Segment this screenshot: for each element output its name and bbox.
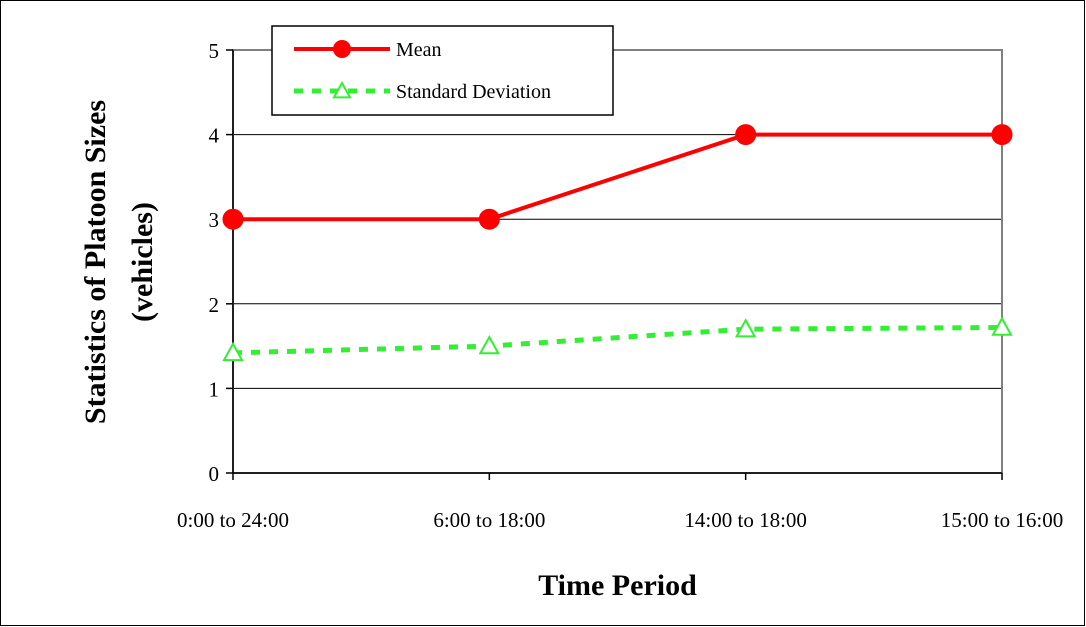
y-tick-label: 1 [209,377,220,401]
mean-point [735,124,757,146]
series-group [222,124,1013,362]
mean-point [991,124,1013,146]
y-axis-title: Statistics of Platoon Sizes (vehicles) [79,100,159,424]
std-dev-point [222,341,244,362]
y-tick-label: 4 [209,124,220,148]
legend-label: Standard Deviation [396,81,551,103]
legend-box [271,25,614,116]
std-dev-point [991,316,1013,336]
y-tick-label: 2 [209,293,220,317]
std-dev-line [232,324,1003,356]
std-dev-point [478,335,501,355]
std-dev-point [734,318,757,338]
y-axis-title-line: Statistics of Platoon Sizes [79,100,112,424]
axis-labels: 0 1 2 3 4 5 0:00 to 24:00 6:00 to 18:00 14:00 to… [79,39,1063,602]
legend-marker-triangle [332,80,352,99]
mean-point [478,208,500,230]
x-axis-title: Time Period [538,569,697,602]
y-axis-title-line: (vehicles) [126,202,159,322]
x-tick-label: 6:00 to 18:00 [433,508,545,532]
legend-marker-circle [333,40,351,58]
mean-line [233,132,1002,222]
y-tick-label: 3 [209,208,220,232]
x-tick-label: 0:00 to 24:00 [177,508,289,532]
legend: Mean Standard Deviation [271,25,614,116]
y-tick-label: 0 [209,462,220,486]
mean-point [222,208,244,230]
y-tick-label: 5 [209,39,220,63]
legend-label: Mean [396,39,442,61]
x-tick-label: 15:00 to 16:00 [941,508,1064,532]
x-tick-label: 14:00 to 18:00 [684,508,807,532]
